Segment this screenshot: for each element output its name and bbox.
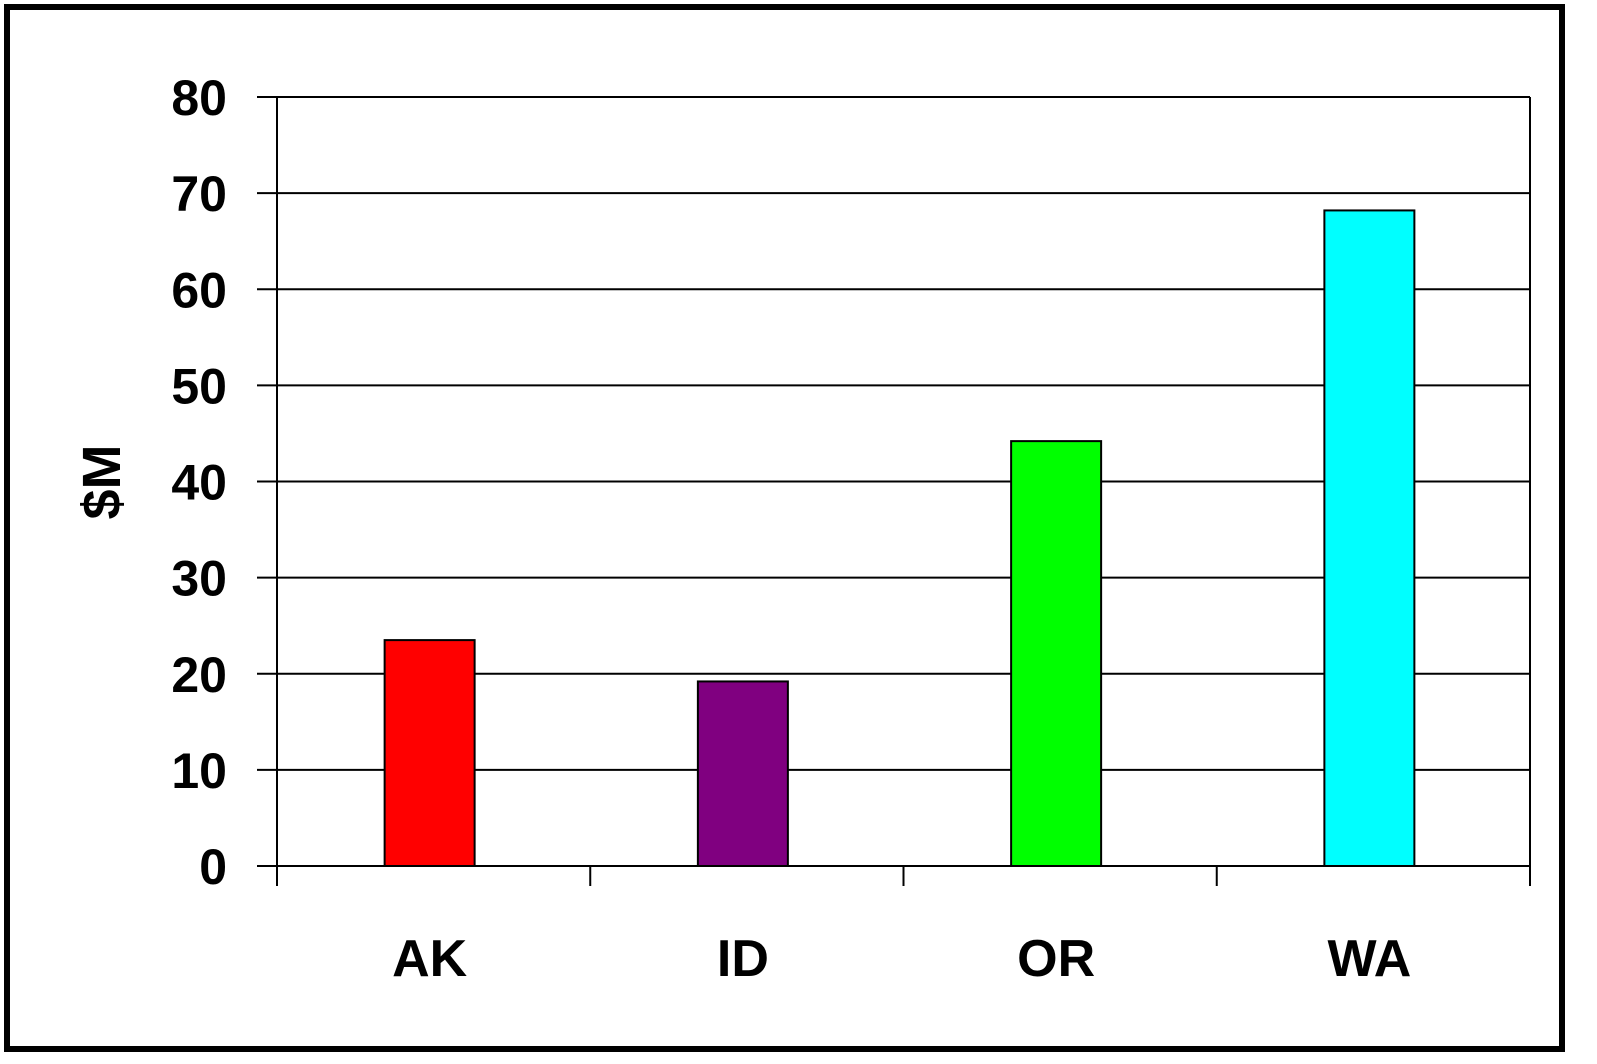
y-tick-label: 50 xyxy=(171,358,227,414)
x-tick-label: WA xyxy=(1327,930,1411,988)
bar-or xyxy=(1010,440,1103,867)
y-tick-label: 60 xyxy=(171,262,227,318)
x-tick-label: OR xyxy=(1017,930,1095,988)
bar-id xyxy=(696,680,789,867)
bar-wa xyxy=(1323,209,1416,868)
y-tick-label: 80 xyxy=(171,70,227,126)
y-tick-labels: 0 10 20 30 40 50 60 70 80 xyxy=(171,70,227,895)
x-tick-labels: AK ID OR WA xyxy=(392,930,1411,988)
bar-ak xyxy=(383,639,476,868)
y-tick-label: 70 xyxy=(171,166,227,222)
y-axis-title: $M xyxy=(72,444,132,519)
gridlines xyxy=(277,96,1530,771)
x-tick-label: ID xyxy=(717,930,769,988)
bars xyxy=(383,209,1416,868)
x-tick-label: AK xyxy=(392,930,468,988)
y-tick-label: 20 xyxy=(171,647,227,703)
chart-frame xyxy=(4,4,1565,1052)
y-tick-label: 40 xyxy=(171,455,227,511)
axes xyxy=(257,96,1531,886)
y-tick-label: 10 xyxy=(171,743,227,799)
y-tick-label: 0 xyxy=(199,839,227,895)
y-tick-label: 30 xyxy=(171,551,227,607)
